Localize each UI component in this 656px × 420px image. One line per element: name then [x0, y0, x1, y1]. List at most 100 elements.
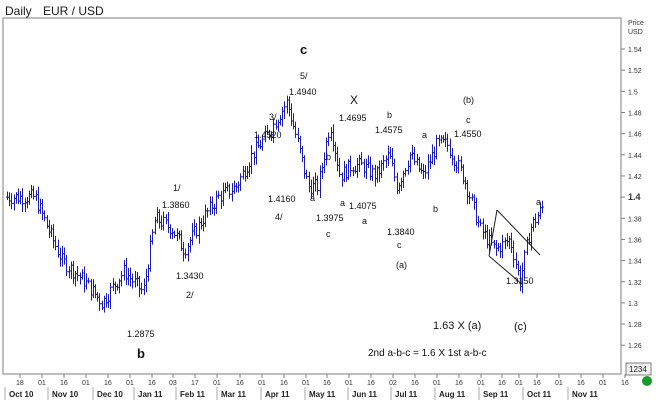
x-tick-label: 01 [258, 380, 266, 387]
status-dot-icon [642, 376, 652, 386]
wave-label: 1.4940 [289, 87, 317, 97]
last-price-badge [625, 362, 652, 376]
wave-label: (a) [396, 260, 407, 270]
wave-label: b [387, 110, 392, 120]
y-tick-label: 1.44 [628, 153, 642, 160]
wave-label: 1.3860 [162, 200, 190, 210]
wave-label: 1/ [173, 183, 181, 193]
wave-label: (c) [514, 321, 527, 333]
x-tick-label: 16 [60, 380, 68, 387]
wave-label: b [137, 346, 145, 361]
x-tick-label: 16 [621, 380, 629, 387]
month-label: Feb 11 [180, 390, 205, 399]
x-tick-label: 17 [191, 380, 199, 387]
wave-label: 1.3150 [506, 276, 534, 286]
wave-label: 1.2875 [127, 329, 155, 339]
x-tick-label: 18 [16, 380, 24, 387]
wave-label: b [326, 152, 331, 162]
x-tick-label: 01 [82, 380, 90, 387]
month-label: Mar 11 [221, 390, 246, 399]
x-tick-label: 01 [213, 380, 221, 387]
wedge-lower-line [488, 255, 524, 286]
wave-label: a [340, 198, 345, 208]
month-label: Nov 10 [52, 390, 79, 399]
wave-label: 3/ [269, 112, 277, 122]
wave-label: a [536, 197, 541, 207]
x-tick-label: 01 [38, 380, 46, 387]
wave-label: c [300, 42, 307, 57]
month-label: Oct 10 [9, 390, 34, 399]
y-tick-label: 1.32 [628, 280, 642, 287]
price-axis-unit: USD [628, 29, 643, 36]
x-tick-label: 16 [498, 380, 506, 387]
x-tick-label: 01 [515, 380, 523, 387]
x-tick-label: 16 [148, 380, 156, 387]
wave-label: c [326, 229, 331, 239]
x-tick-label: 01 [555, 380, 563, 387]
y-tick-label: 1.34 [628, 259, 642, 266]
x-axis-ticks: 18 01 16 01 16 01 16 03 17 01 16 01 16 01 16 01 16 02 16 01… [3, 373, 629, 387]
month-label: May 11 [309, 390, 336, 399]
wave-label: 1.3975 [316, 213, 344, 223]
y-tick-label: 1.4 [628, 192, 641, 202]
x-tick-label: 01 [599, 380, 607, 387]
wave-label: c [397, 240, 402, 250]
wave-label: 1.4550 [454, 129, 482, 139]
wave-annotations: c 5/1.4940 X 1.4695 b 1.4575 (b) c 1.4550 a 3/1.45… [127, 42, 541, 361]
wave-label: 5/ [300, 71, 308, 81]
y-tick-label: 1.42 [628, 174, 642, 181]
wave-label: a [310, 193, 315, 203]
x-tick-label: 01 [126, 380, 134, 387]
wave-label: X [350, 93, 358, 107]
x-tick-label: 02 [389, 380, 397, 387]
x-tick-label: 16 [104, 380, 112, 387]
y-tick-label: 1.5 [628, 89, 638, 96]
y-tick-label: 1.36 [628, 237, 642, 244]
wave-label: 1.4075 [349, 201, 377, 211]
month-label: Apr 11 [265, 390, 290, 399]
x-tick-label: 16 [236, 380, 244, 387]
month-label: Jun 11 [352, 390, 377, 399]
wave-label: 1.4520 [254, 130, 282, 140]
wave-label: b [433, 204, 438, 214]
y-tick-label: 1.28 [628, 322, 642, 329]
y-axis-ticks: 1.54 1.52 1.5 1.48 1.46 1.44 1.42 1.4 1.38 1.36 1.… [621, 47, 642, 350]
y-tick-label: 1.54 [628, 47, 642, 54]
y-tick-label: 1.46 [628, 132, 642, 139]
x-tick-label: 16 [533, 380, 541, 387]
wedge-left-line [488, 209, 498, 257]
wave-label: 1.3840 [387, 227, 415, 237]
wave-label: a [362, 216, 367, 226]
wave-label: 2nd a-b-c = 1.6 X 1st a-b-c [368, 348, 487, 359]
month-label: Oct 11 [527, 390, 552, 399]
x-tick-label: 01 [477, 380, 485, 387]
wave-label: 1.63 X (a) [433, 320, 481, 332]
chart-symbol: EUR / USD [43, 4, 104, 18]
x-tick-label: 01 [345, 380, 353, 387]
y-tick-label: 1.52 [628, 68, 642, 75]
wave-label: c [466, 115, 471, 125]
wave-label: 1.4695 [339, 113, 367, 123]
wedge-channel [488, 209, 541, 286]
x-tick-label: 01 [433, 380, 441, 387]
x-tick-label: 16 [411, 380, 419, 387]
y-tick-label: 1.3 [628, 301, 638, 308]
wave-label: 1.4160 [268, 194, 296, 204]
x-tick-label: 01 [302, 380, 310, 387]
wave-label: 4/ [275, 212, 283, 222]
x-tick-label: 16 [367, 380, 375, 387]
wave-label: 1.4575 [375, 125, 403, 135]
month-label: Jul 11 [395, 390, 418, 399]
y-tick-label: 1.26 [628, 343, 642, 350]
month-label: Dec 10 [97, 390, 123, 399]
month-label: Aug 11 [439, 390, 466, 399]
wave-label: a [422, 130, 427, 140]
month-label: Sep 11 [483, 390, 509, 399]
wave-label: 1.3430 [176, 271, 204, 281]
x-tick-label: 16 [323, 380, 331, 387]
chart-period: Daily [5, 4, 32, 18]
price-axis-label: Price [628, 20, 644, 27]
y-tick-label: 1.38 [628, 216, 642, 223]
